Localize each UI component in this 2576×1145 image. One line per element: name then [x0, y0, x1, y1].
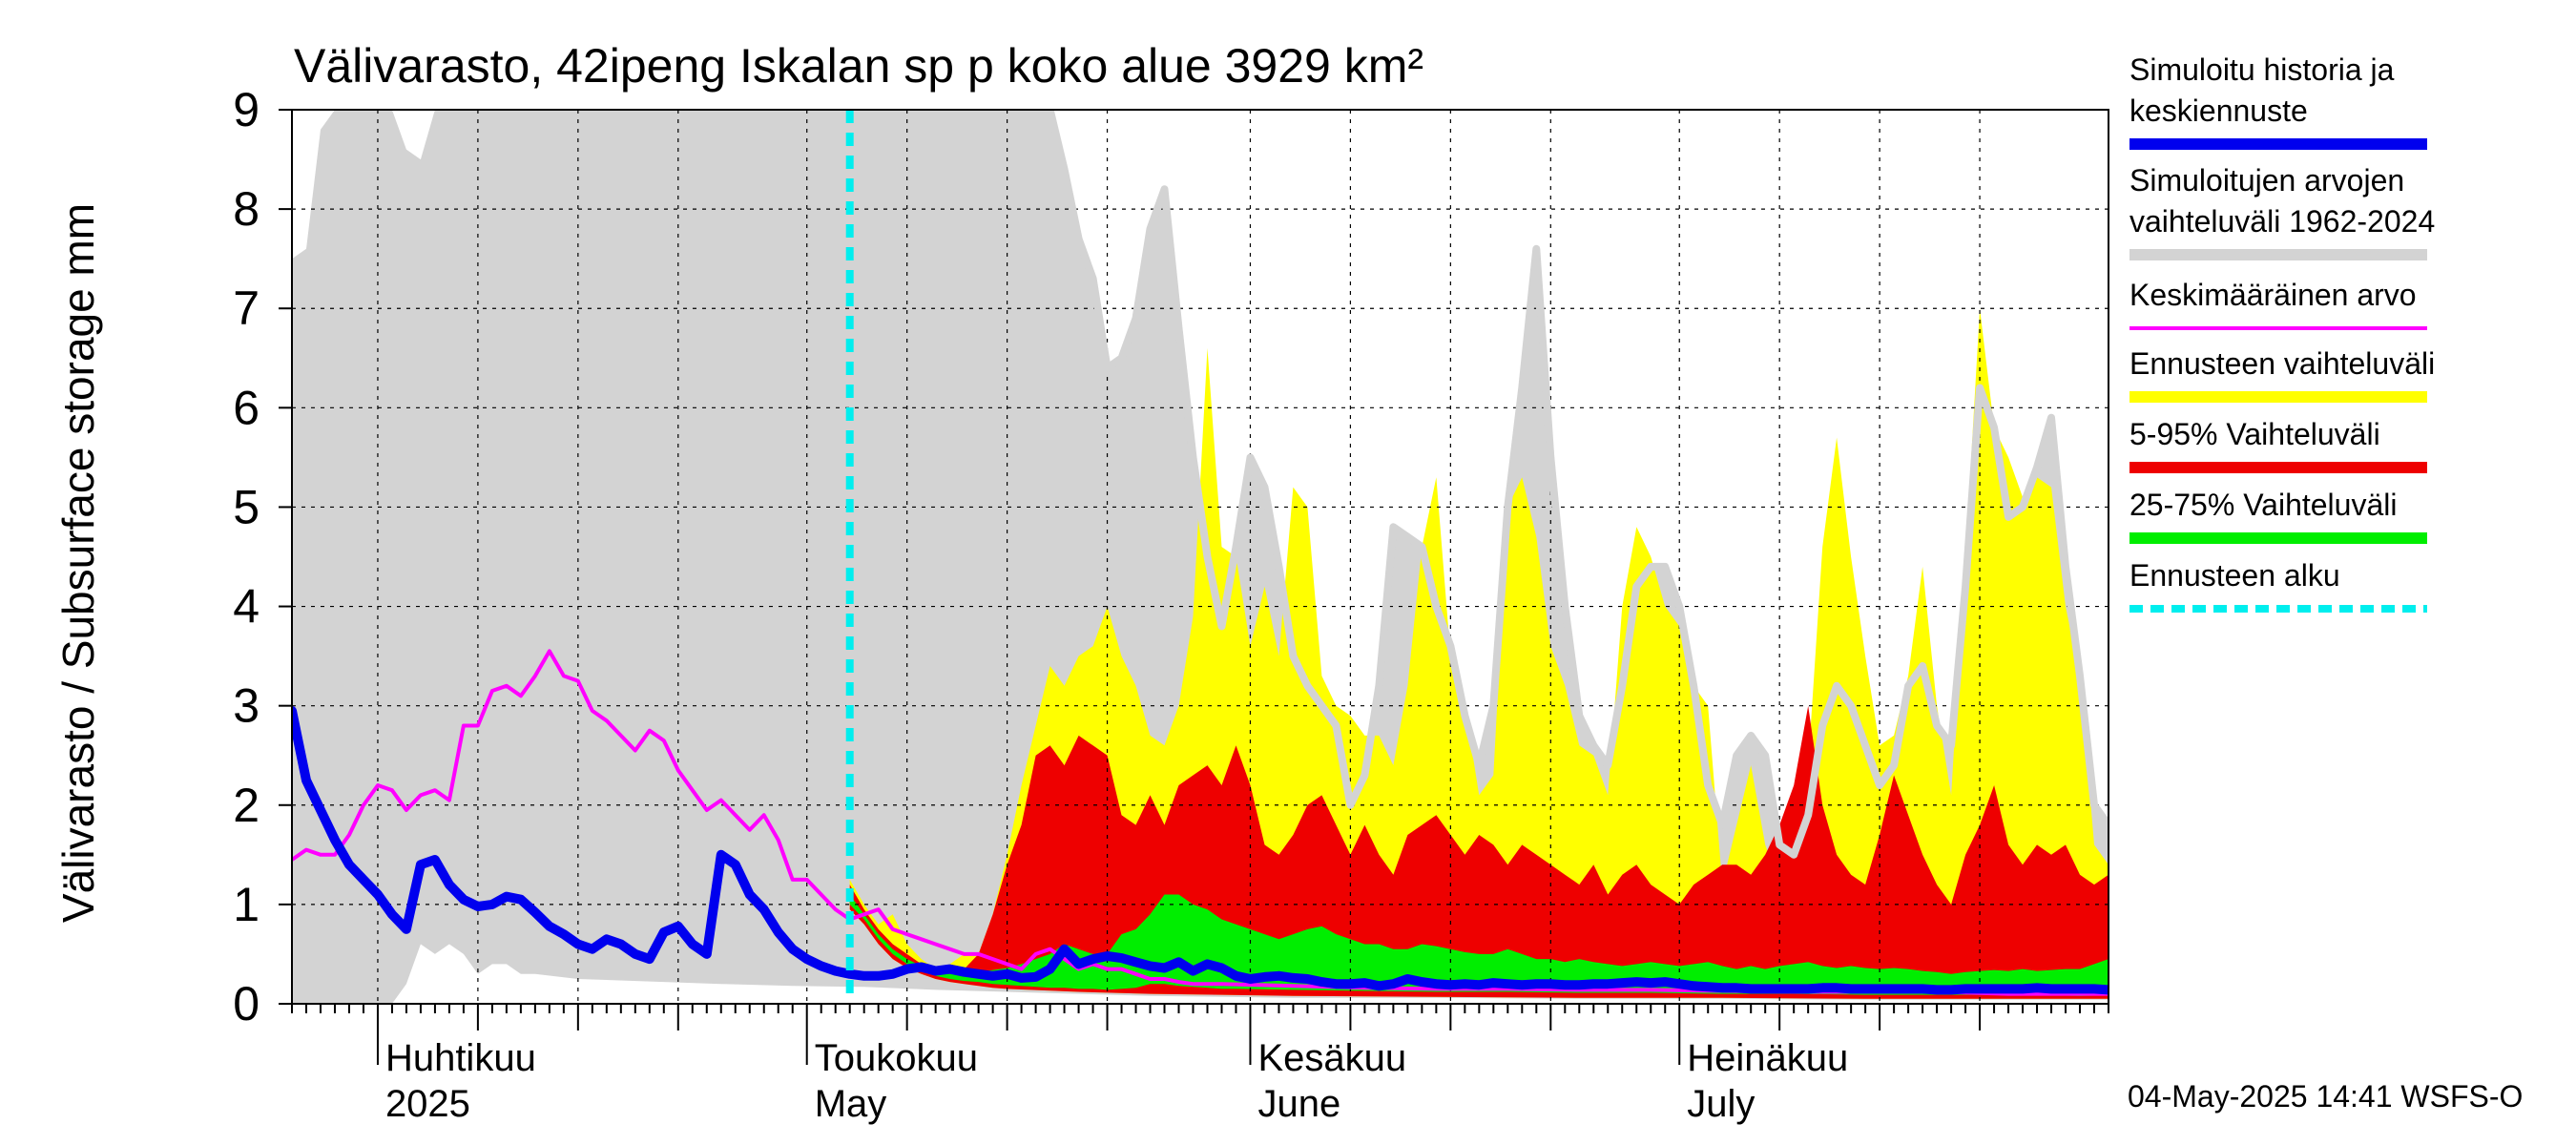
x-month-sublabel: July — [1687, 1083, 1755, 1125]
y-tick-label: 8 — [233, 182, 260, 236]
plot-frame — [291, 109, 2109, 1005]
chart-title: Välivarasto, 42ipeng Iskalan sp p koko a… — [294, 39, 1423, 93]
x-month-label: Heinäkuu — [1687, 1037, 1848, 1079]
plot-lines — [292, 110, 2109, 1004]
y-tick-label: 0 — [233, 977, 260, 1030]
timestamp: 04-May-2025 14:41 WSFS-O — [2128, 1079, 2523, 1114]
legend-label: vaihteluväli 1962-2024 — [2129, 204, 2435, 239]
legend-label: Ennusteen vaihteluväli — [2129, 346, 2435, 381]
legend-label: Simuloitu historia ja — [2129, 52, 2395, 87]
legend-label: Keskimääräinen arvo — [2129, 278, 2417, 312]
legend: Simuloitu historia ja keskiennuste Simuloi… — [2129, 52, 2435, 613]
simulated-line — [292, 705, 2109, 995]
y-tick-label: 5 — [233, 480, 260, 533]
y-tick-label: 9 — [233, 83, 260, 136]
y-tick-label: 2 — [233, 779, 260, 832]
y-tick-label: 4 — [233, 580, 260, 634]
y-tick-label: 1 — [233, 878, 260, 931]
legend-label: 5-95% Vaihteluväli — [2129, 417, 2380, 451]
y-tick-label: 6 — [233, 381, 260, 434]
history-upper-line — [1046, 110, 2109, 859]
x-month-sublabel: 2025 — [385, 1083, 470, 1125]
x-month-label: Kesäkuu — [1257, 1037, 1406, 1079]
legend-label: Ennusteen alku — [2129, 558, 2340, 593]
grid-lines — [292, 110, 2109, 1004]
legend-label: 25-75% Vaihteluväli — [2129, 488, 2397, 522]
legend-label: keskiennuste — [2129, 94, 2308, 128]
y-tick-label: 7 — [233, 281, 260, 335]
y-axis-label: Välivarasto / Subsurface storage mm — [53, 203, 103, 923]
x-month-label: Toukokuu — [815, 1037, 978, 1079]
legend-label: Simuloitujen arvojen — [2129, 163, 2404, 198]
x-month-sublabel: May — [815, 1083, 887, 1125]
x-month-sublabel: June — [1257, 1083, 1340, 1125]
x-month-label: Huhtikuu — [385, 1037, 536, 1079]
y-tick-label: 3 — [233, 679, 260, 733]
